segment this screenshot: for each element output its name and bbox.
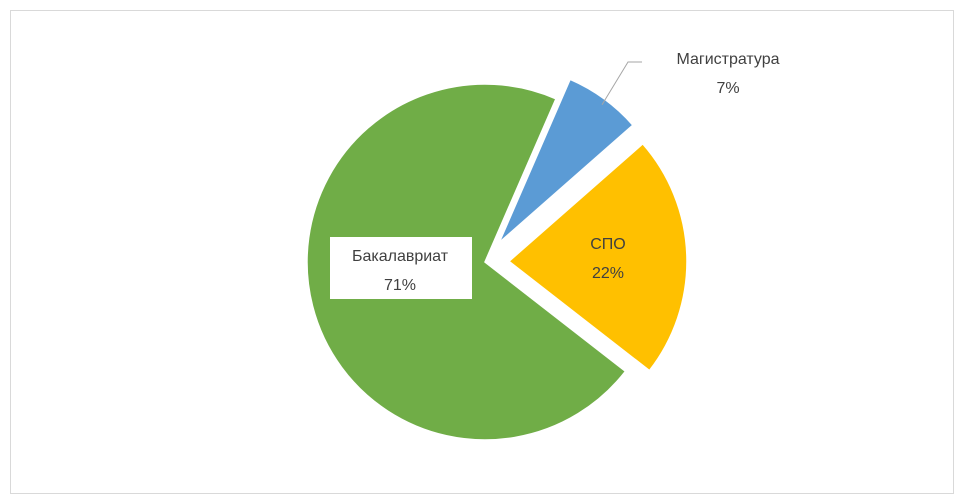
data-label-category: Магистратура <box>676 51 779 68</box>
label-box <box>330 237 472 299</box>
data-label-value: 7% <box>716 80 739 97</box>
labels: Магистратура 7% СПО 22% Бакалавриат 71% <box>330 51 780 299</box>
data-label-category: СПО <box>590 236 626 253</box>
data-label-category: Бакалавриат <box>352 248 449 265</box>
leader-line <box>601 61 643 106</box>
data-label-value: 22% <box>592 265 624 282</box>
data-label-value: 71% <box>384 277 416 294</box>
pie-slice <box>498 78 634 244</box>
pie-slice <box>507 142 688 372</box>
